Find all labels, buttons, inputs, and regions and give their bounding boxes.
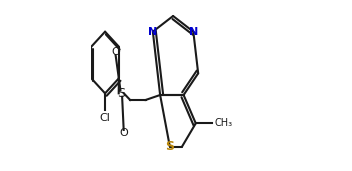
- Text: Cl: Cl: [100, 113, 111, 123]
- Text: CH₃: CH₃: [214, 118, 233, 128]
- Text: S: S: [165, 140, 174, 153]
- Text: N: N: [148, 27, 157, 37]
- Text: N: N: [189, 27, 198, 37]
- Text: O: O: [119, 128, 128, 138]
- Text: S: S: [117, 87, 125, 100]
- Text: O: O: [111, 47, 120, 57]
